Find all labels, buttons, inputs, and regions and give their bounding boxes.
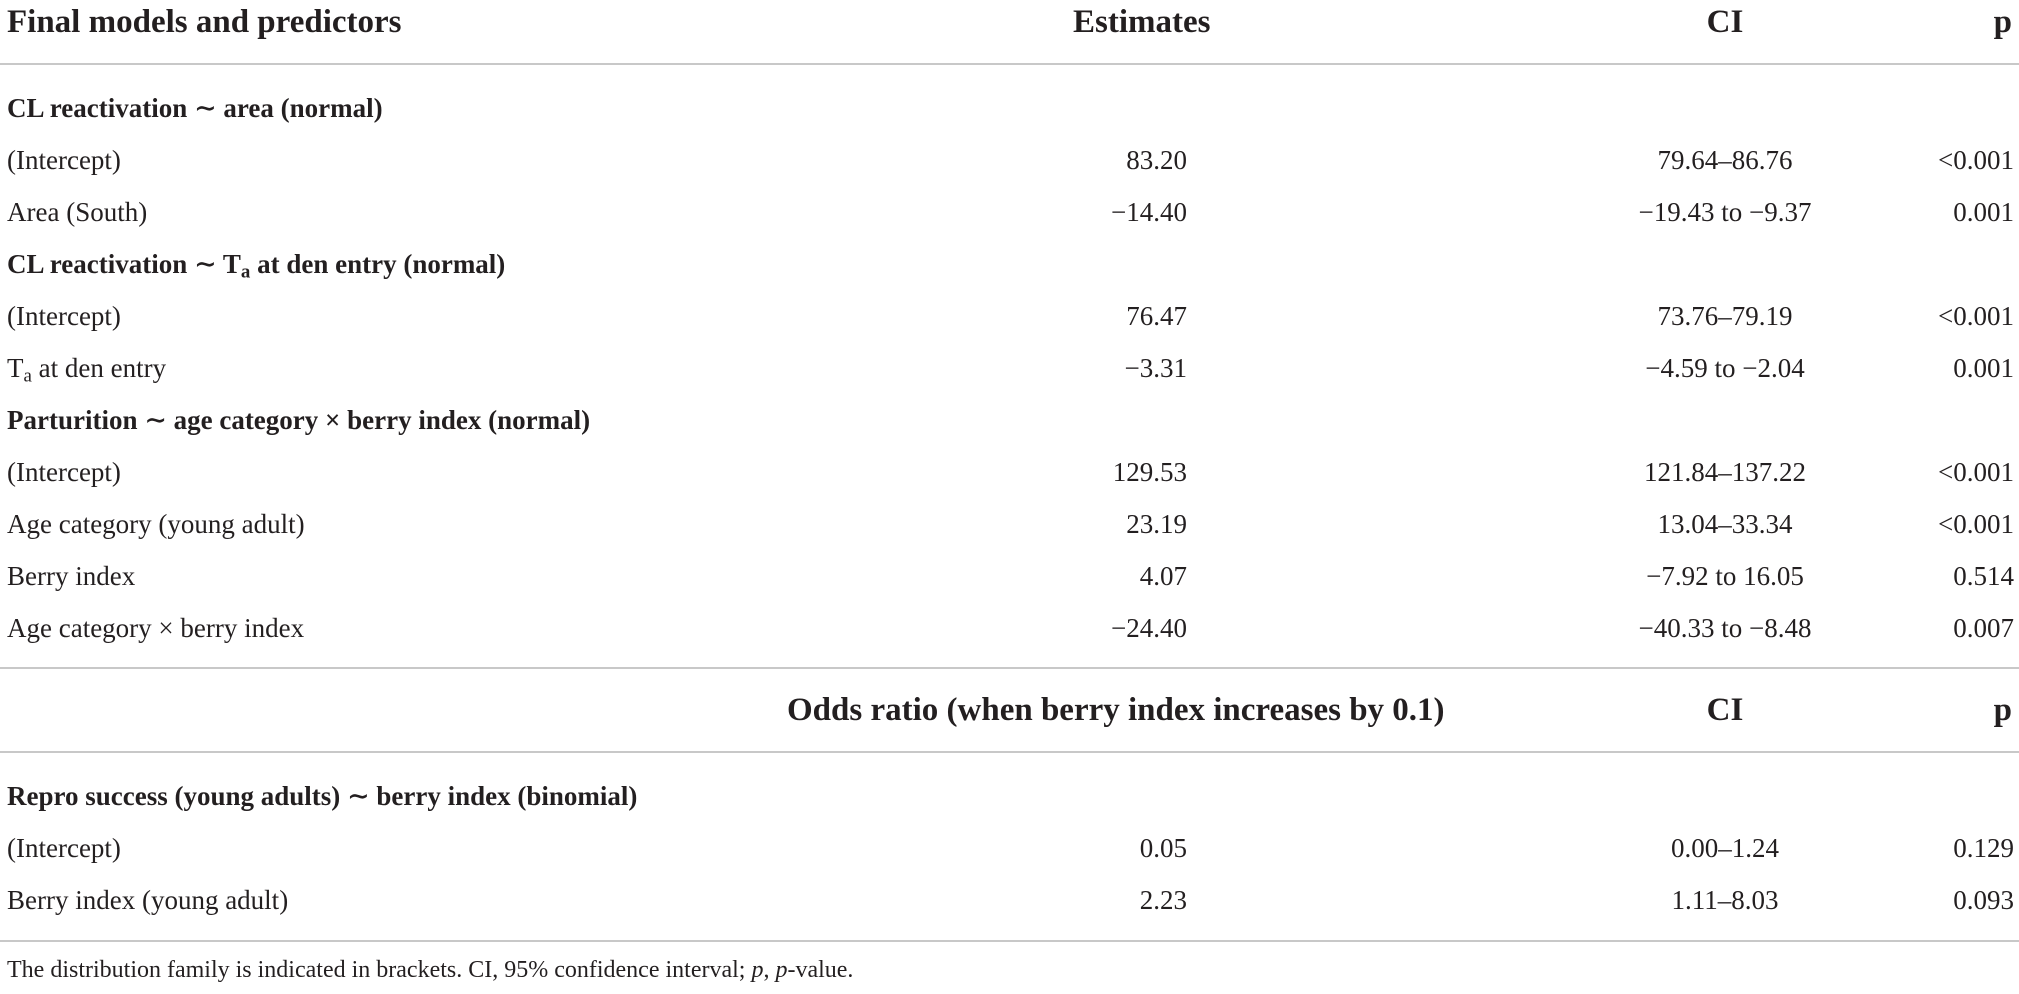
table-row: Age category (young adult) 23.19 13.04–3…	[0, 499, 2019, 549]
row-ci: −4.59 to −2.04	[1645, 353, 1805, 383]
section-row: CL reactivation ∼ area (normal)	[0, 83, 2019, 133]
row-p: 0.514	[1953, 561, 2014, 591]
section-title: CL reactivation ∼ area (normal)	[7, 93, 383, 123]
table-row: (Intercept) 0.05 0.00–1.24 0.129	[0, 823, 2019, 873]
col-header-odds-ratio: Odds ratio (when berry index increases b…	[787, 692, 1445, 728]
row-label: (Intercept)	[7, 833, 121, 863]
divider	[0, 751, 2019, 753]
footnote-text-end: -value.	[787, 957, 854, 983]
section-title: Repro success (young adults) ∼ berry ind…	[7, 781, 638, 811]
footnote-p-symbol: p	[751, 957, 764, 983]
table-row: (Intercept) 76.47 73.76–79.19 <0.001	[0, 291, 2019, 341]
section-title: Parturition ∼ age category × berry index…	[7, 405, 591, 435]
row-estimate: 0.05	[1139, 833, 1187, 863]
row-p: 0.007	[1953, 613, 2014, 643]
table-row: Berry index (young adult) 2.23 1.11–8.03…	[0, 875, 2019, 925]
row-ci: −7.92 to 16.05	[1646, 561, 1804, 591]
divider	[0, 63, 2019, 65]
row-label: Area (South)	[7, 197, 148, 227]
table-row: (Intercept) 83.20 79.64–86.76 <0.001	[0, 135, 2019, 185]
col-header-ci: CI	[1706, 692, 1744, 728]
row-estimate: 129.53	[1112, 457, 1187, 487]
footnote-p-symbol: p	[775, 957, 788, 983]
row-ci: 73.76–79.19	[1657, 301, 1793, 331]
footnote-separator: ,	[763, 957, 776, 983]
divider	[0, 940, 2019, 942]
row-p: <0.001	[1938, 509, 2014, 539]
row-ci: 121.84–137.22	[1644, 457, 1806, 487]
table-row: Area (South) −14.40 −19.43 to −9.37 0.00…	[0, 187, 2019, 237]
col-header-ci: CI	[1706, 4, 1744, 40]
row-label-subscript: a	[23, 365, 32, 387]
row-ci: −40.33 to −8.48	[1638, 613, 1812, 643]
row-label: Berry index	[7, 561, 136, 591]
row-estimate: 83.20	[1126, 145, 1187, 175]
col-header-p: p	[1993, 4, 2012, 40]
section-row: Repro success (young adults) ∼ berry ind…	[0, 771, 2019, 821]
row-label: (Intercept)	[7, 457, 121, 487]
row-label: Age category × berry index	[7, 613, 305, 643]
row-estimate: −24.40	[1111, 613, 1187, 643]
row-estimate: 23.19	[1126, 509, 1187, 539]
row-p: 0.001	[1953, 197, 2014, 227]
table-header: Final models and predictors Estimates CI…	[0, 0, 2019, 47]
row-ci: 1.11–8.03	[1671, 885, 1779, 915]
row-p: <0.001	[1938, 145, 2014, 175]
section-row: CL reactivation ∼ Ta at den entry (norma…	[0, 239, 2019, 289]
col-header-estimates: Estimates	[1073, 4, 1211, 40]
row-p: 0.129	[1953, 833, 2014, 863]
section-row: Parturition ∼ age category × berry index…	[0, 395, 2019, 445]
section-title: CL reactivation ∼ Ta at den entry (norma…	[7, 239, 505, 289]
row-estimate: 76.47	[1126, 301, 1187, 331]
col-header-models: Final models and predictors	[7, 4, 402, 40]
row-p: 0.093	[1953, 885, 2014, 915]
row-p: <0.001	[1938, 457, 2014, 487]
row-label-post: at den entry	[31, 353, 167, 383]
section-title-pre: CL reactivation ∼ T	[7, 249, 241, 279]
row-ci: 79.64–86.76	[1657, 145, 1793, 175]
row-estimate: 4.07	[1139, 561, 1187, 591]
row-ci: −19.43 to −9.37	[1638, 197, 1812, 227]
row-label: (Intercept)	[7, 301, 121, 331]
row-label: (Intercept)	[7, 145, 121, 175]
section-title-post: at den entry (normal)	[250, 249, 506, 279]
table-header: Odds ratio (when berry index increases b…	[0, 685, 2019, 735]
row-label-pre: T	[7, 353, 24, 383]
table-footnote: The distribution family is indicated in …	[7, 950, 853, 990]
row-estimate: −3.31	[1124, 353, 1187, 383]
row-ci: 0.00–1.24	[1671, 833, 1779, 863]
row-p: <0.001	[1938, 301, 2014, 331]
row-p: 0.001	[1953, 353, 2014, 383]
footnote-text: The distribution family is indicated in …	[7, 957, 752, 983]
row-label: Berry index (young adult)	[7, 885, 289, 915]
table-row: Age category × berry index −24.40 −40.33…	[0, 603, 2019, 653]
row-ci: 13.04–33.34	[1657, 509, 1793, 539]
table-row: Ta at den entry −3.31 −4.59 to −2.04 0.0…	[0, 343, 2019, 393]
row-estimate: −14.40	[1111, 197, 1187, 227]
row-label: Age category (young adult)	[7, 509, 305, 539]
col-header-p: p	[1993, 692, 2012, 728]
table-row: (Intercept) 129.53 121.84–137.22 <0.001	[0, 447, 2019, 497]
table-row: Berry index 4.07 −7.92 to 16.05 0.514	[0, 551, 2019, 601]
row-label: Ta at den entry	[7, 343, 166, 393]
divider	[0, 667, 2019, 669]
section-title-subscript: a	[240, 261, 251, 283]
row-estimate: 2.23	[1139, 885, 1187, 915]
